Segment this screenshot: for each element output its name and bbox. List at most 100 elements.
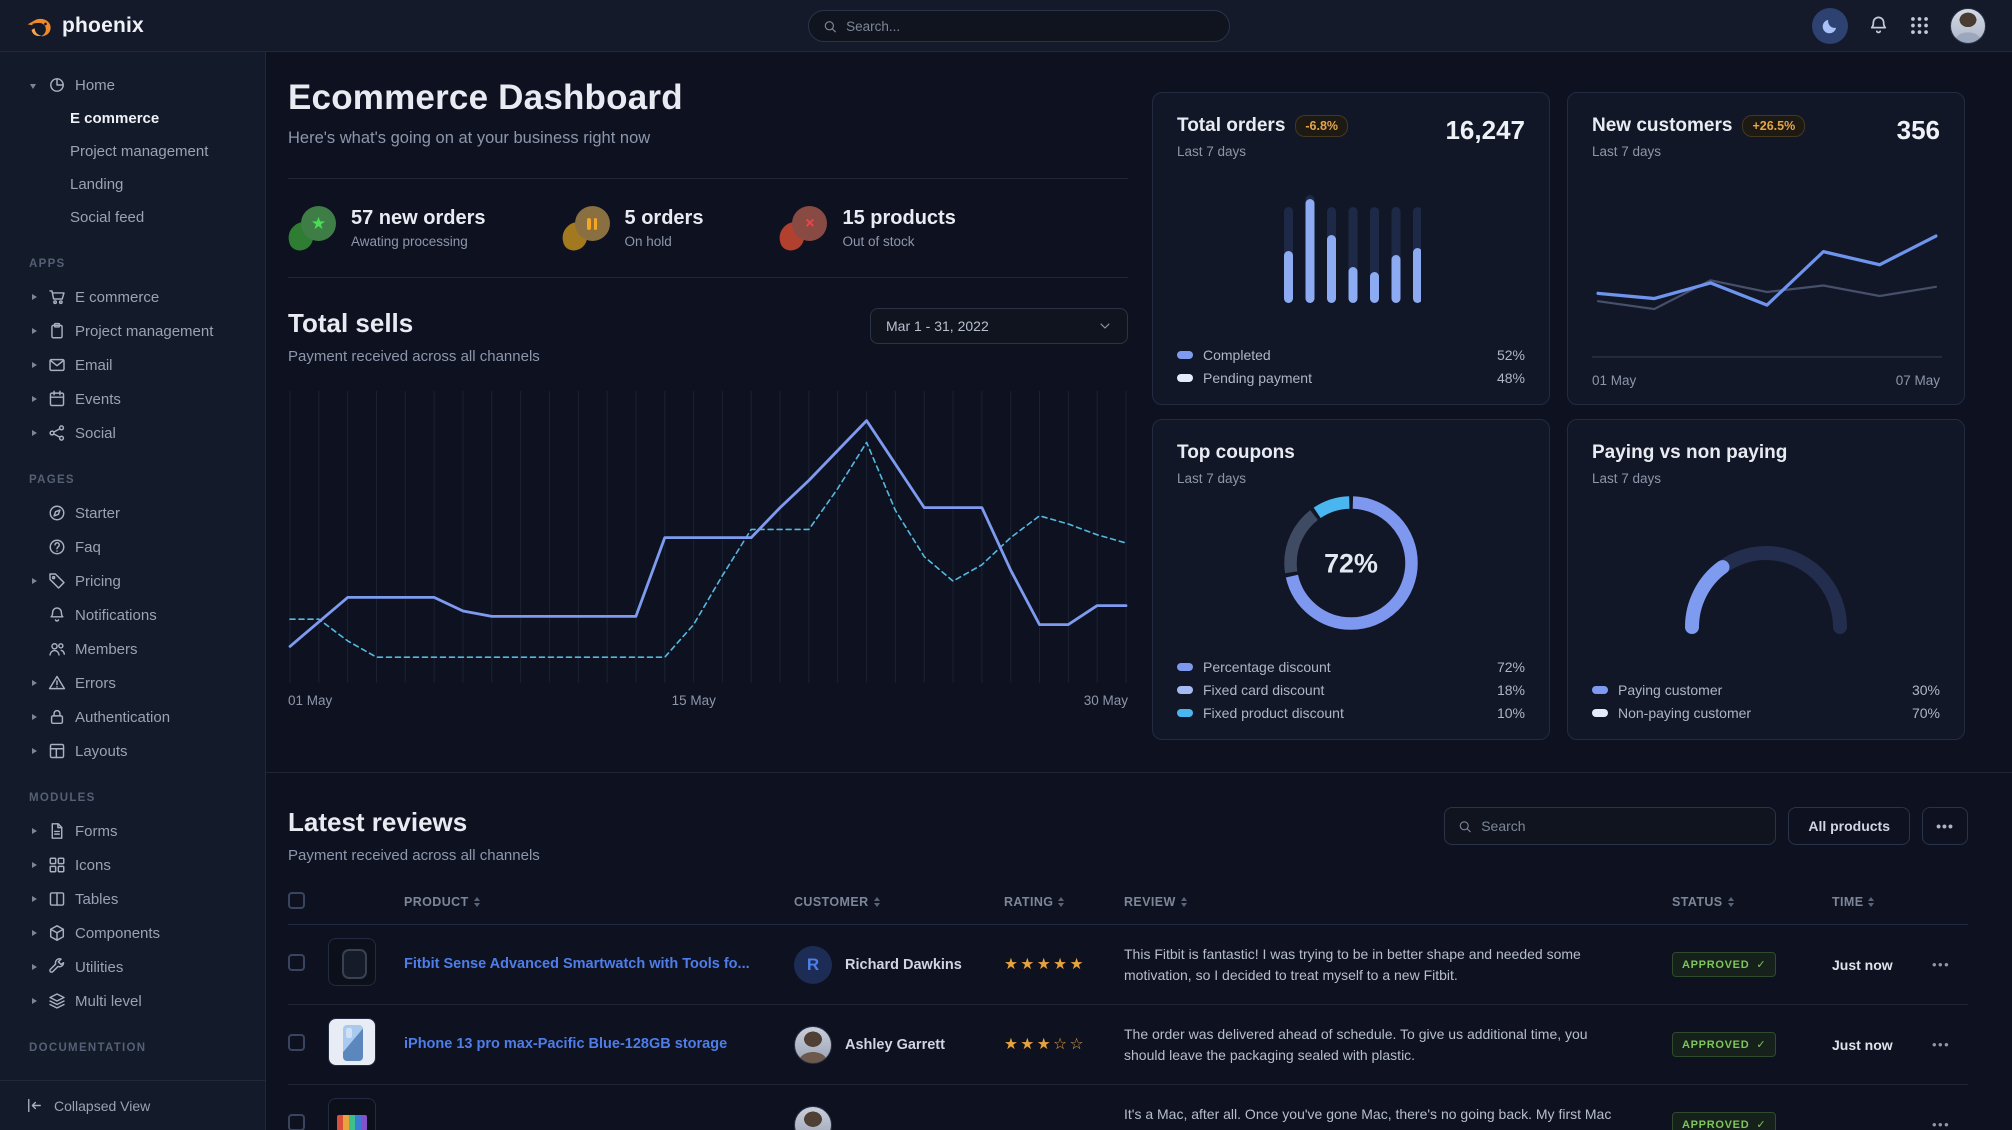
sidebar-item-label: Icons: [75, 857, 111, 874]
sidebar-item-label: Utilities: [75, 959, 124, 976]
column-header-status[interactable]: STATUS: [1672, 895, 1832, 909]
row-checkbox[interactable]: [288, 1113, 305, 1130]
column-header-product[interactable]: PRODUCT: [404, 895, 794, 909]
sidebar-collapse-toggle[interactable]: Collapsed View: [0, 1080, 265, 1130]
theme-toggle-button[interactable]: [1812, 7, 1848, 44]
card-period: Last 7 days: [1177, 144, 1247, 159]
date-range-select[interactable]: Mar 1 - 31, 2022: [870, 308, 1128, 344]
reviews-table-body: Fitbit Sense Advanced Smartwatch with To…: [288, 925, 1968, 1130]
bell-icon: [48, 606, 66, 624]
moon-icon: [1821, 17, 1839, 35]
row-actions-button[interactable]: •••: [1932, 1037, 1951, 1052]
sidebar-item-utilities[interactable]: Utilities: [0, 950, 265, 984]
share-icon: [48, 424, 66, 442]
status-badge: APPROVED ✓: [1672, 952, 1777, 977]
delta-badge: -6.8%: [1295, 115, 1349, 137]
global-search: [808, 10, 1230, 42]
dashboard-cards: Total orders -6.8% Last 7 days 16,247 Co…: [1152, 78, 1965, 740]
caret-spacer: [29, 644, 39, 654]
warning-icon: [48, 674, 66, 692]
card-title: Top coupons: [1177, 442, 1295, 463]
sidebar-item-home[interactable]: Home: [0, 68, 265, 102]
sidebar-item-label: Social: [75, 425, 116, 442]
reviews-search: [1444, 807, 1777, 845]
reviews-search-input[interactable]: [1481, 818, 1763, 834]
sidebar-subitem-social-feed[interactable]: Social feed: [70, 209, 145, 226]
notifications-bell-icon[interactable]: [1868, 15, 1889, 36]
sidebar-item-pricing[interactable]: Pricing: [0, 564, 265, 598]
sidebar-item-members[interactable]: Members: [0, 632, 265, 666]
latest-reviews-section: Latest reviews Payment received across a…: [266, 772, 2012, 1130]
select-all-checkbox[interactable]: [288, 892, 305, 909]
reviews-more-button[interactable]: •••: [1922, 807, 1968, 845]
grid-icon: [48, 856, 66, 874]
product-thumbnail-smartwatch[interactable]: [328, 938, 376, 986]
cart-icon: [48, 288, 66, 306]
column-header-rating[interactable]: RATING: [1004, 895, 1124, 909]
stat-awating-processing: ★ 57 new orders Awating processing: [284, 206, 486, 254]
product-thumbnail-iphone[interactable]: [328, 1018, 376, 1066]
total-orders-value: 16,247: [1445, 115, 1525, 145]
sidebar-item-authentication[interactable]: Authentication: [0, 700, 265, 734]
caret-right-icon: [29, 360, 39, 370]
sidebar-item-e-commerce[interactable]: E commerce: [0, 280, 265, 314]
caret-right-icon: [29, 712, 39, 722]
column-header-customer[interactable]: CUSTOMER: [794, 895, 1004, 909]
legend-row: Completed 52%: [1177, 347, 1525, 363]
row-checkbox[interactable]: [288, 953, 305, 971]
total-orders-legend: Completed 52% Pending payment 48%: [1177, 347, 1525, 386]
status-badge: APPROVED ✓: [1672, 1112, 1777, 1130]
legend-label: Fixed card discount: [1203, 682, 1325, 698]
product-thumbnail-macbook[interactable]: [328, 1098, 376, 1130]
legend-value: 70%: [1911, 705, 1940, 721]
sidebar-subitem-e-commerce[interactable]: E commerce: [70, 110, 160, 127]
total-orders-bar-chart: [1284, 195, 1421, 303]
brand[interactable]: phoenix: [26, 14, 144, 38]
stat-value: 15 products: [842, 207, 956, 229]
stats-strip: ★ 57 new orders Awating processing 5 orders…: [284, 178, 1128, 278]
card-period: Last 7 days: [1177, 471, 1247, 486]
sidebar-item-errors[interactable]: Errors: [0, 666, 265, 700]
caret-right-icon: [29, 996, 39, 1006]
main-content: Ecommerce Dashboard Here's what's going …: [266, 52, 2012, 1130]
product-link[interactable]: iPhone 13 pro max-Pacific Blue-128GB sto…: [404, 1036, 728, 1053]
column-header-time[interactable]: TIME: [1832, 895, 1932, 909]
sidebar-item-email[interactable]: Email: [0, 348, 265, 382]
sidebar-item-project-management[interactable]: Project management: [0, 314, 265, 348]
product-link[interactable]: Fitbit Sense Advanced Smartwatch with To…: [404, 956, 750, 973]
row-actions-button[interactable]: •••: [1932, 1117, 1951, 1130]
sidebar-item-tables[interactable]: Tables: [0, 882, 265, 916]
row-checkbox[interactable]: [288, 1033, 305, 1051]
global-search-input[interactable]: [846, 18, 1215, 34]
sidebar-subitem-project-management[interactable]: Project management: [70, 143, 209, 160]
sidebar-item-faq[interactable]: Faq: [0, 530, 265, 564]
sidebar-item-events[interactable]: Events: [0, 382, 265, 416]
sidebar-item-forms[interactable]: Forms: [0, 814, 265, 848]
all-products-button[interactable]: All products: [1788, 807, 1910, 845]
search-icon: [1458, 819, 1472, 834]
profile-avatar[interactable]: [1950, 7, 1986, 44]
sidebar-item-icons[interactable]: Icons: [0, 848, 265, 882]
stat-caption: On hold: [624, 234, 672, 249]
sidebar-subitem-landing[interactable]: Landing: [70, 176, 124, 193]
apps-grid-icon[interactable]: [1909, 15, 1930, 36]
customer-name: Richard Dawkins: [845, 956, 962, 973]
sidebar-item-label: Notifications: [75, 607, 157, 624]
caret-right-icon: [29, 746, 39, 756]
sidebar-item-starter[interactable]: Starter: [0, 496, 265, 530]
collapse-sidebar-icon: [26, 1097, 43, 1114]
total-orders-card: Total orders -6.8% Last 7 days 16,247 Co…: [1152, 92, 1550, 405]
row-actions-button[interactable]: •••: [1932, 957, 1951, 972]
reviews-title: Latest reviews: [288, 807, 468, 837]
paying-vs-nonpaying-card: Paying vs non paying Last 7 days Paying …: [1567, 419, 1965, 740]
caret-right-icon: [29, 894, 39, 904]
sidebar-item-layouts[interactable]: Layouts: [0, 734, 265, 768]
legend-label: Percentage discount: [1203, 659, 1331, 675]
sidebar-item-notifications[interactable]: Notifications: [0, 598, 265, 632]
check-icon: ✓: [1756, 959, 1767, 971]
sidebar-item-multi-level[interactable]: Multi level: [0, 984, 265, 1018]
sidebar-item-components[interactable]: Components: [0, 916, 265, 950]
column-header-review[interactable]: REVIEW: [1124, 895, 1672, 909]
legend-swatch: [1177, 351, 1193, 359]
sidebar-item-social[interactable]: Social: [0, 416, 265, 450]
